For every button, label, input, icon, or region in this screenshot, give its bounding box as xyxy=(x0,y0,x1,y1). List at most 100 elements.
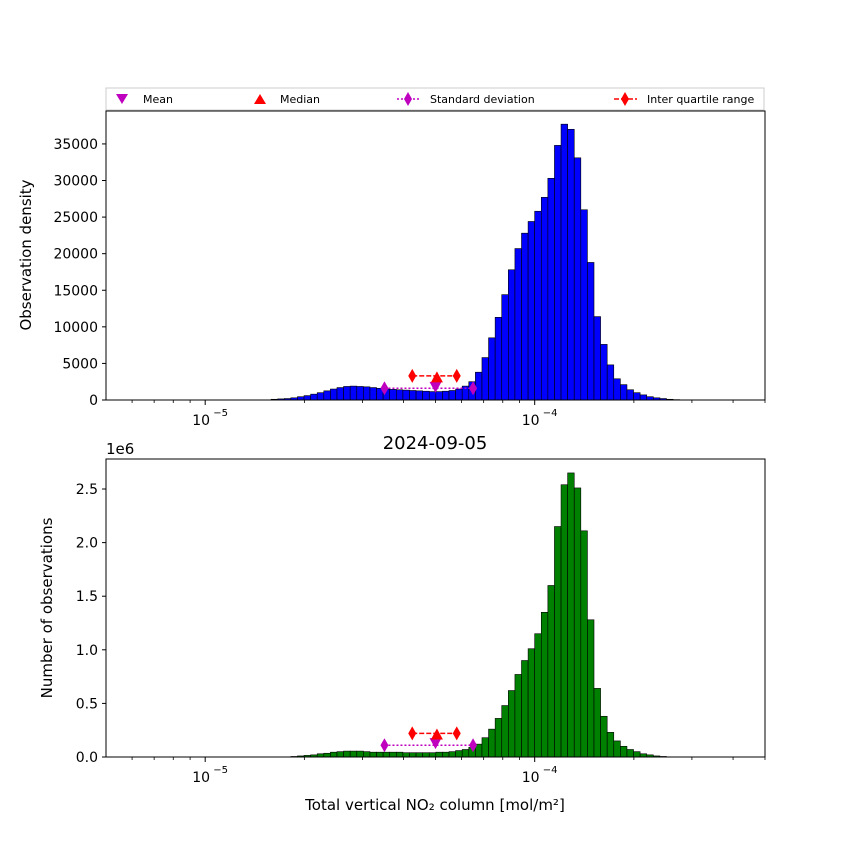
y-tick-label: 10000 xyxy=(53,320,98,336)
histogram-bar xyxy=(521,232,529,401)
legend-median-label: Median xyxy=(280,93,320,106)
histogram-bar xyxy=(422,390,430,401)
histogram-bar xyxy=(613,740,621,758)
median-marker xyxy=(430,371,443,383)
histogram-bar xyxy=(593,316,601,401)
y-tick-label: 1.5 xyxy=(76,589,98,605)
histogram-bar xyxy=(600,344,608,401)
y-offset-label: 1e6 xyxy=(106,440,134,458)
histogram-bar xyxy=(567,472,575,758)
histogram-bar xyxy=(521,660,529,758)
histogram-bar xyxy=(402,752,410,758)
histogram-bar xyxy=(573,487,582,758)
histogram-bar xyxy=(428,752,437,758)
iqr-low-marker xyxy=(408,726,417,741)
mean-marker xyxy=(429,738,442,750)
legend-mean-marker xyxy=(116,94,128,104)
histogram-bar xyxy=(488,337,496,401)
histogram-bar xyxy=(395,751,404,758)
histogram-bar xyxy=(389,389,397,401)
histogram-bar xyxy=(356,386,364,401)
histogram-bar xyxy=(435,751,443,758)
histogram-bar xyxy=(606,732,615,758)
histogram-bar xyxy=(323,390,331,401)
histogram-bar xyxy=(593,688,601,758)
histogram-bar xyxy=(560,484,568,758)
median-marker xyxy=(430,728,443,740)
x-tick-label: 10 xyxy=(192,413,210,429)
histogram-bar xyxy=(547,585,555,758)
histogram-bar xyxy=(409,752,417,758)
legend-iqr-label: Inter quartile range xyxy=(647,93,754,106)
bars-top xyxy=(270,123,680,401)
legend-entry-mean: Mean xyxy=(116,93,173,106)
histogram-bar xyxy=(626,389,634,401)
histogram-bar xyxy=(633,751,641,758)
iqr-low-marker xyxy=(408,368,417,383)
histogram-bar xyxy=(501,294,509,401)
histogram-bar xyxy=(310,393,318,401)
y-tick-label: 20000 xyxy=(53,247,98,263)
legend-entry-median: Median xyxy=(254,93,320,106)
histogram-bar xyxy=(481,737,489,758)
std-high-marker xyxy=(469,738,478,753)
histogram-bar xyxy=(626,749,634,758)
legend-std-label: Standard deviation xyxy=(430,93,535,106)
histogram-bar xyxy=(336,751,344,758)
histogram-bar xyxy=(527,648,535,758)
histogram-panel-bottom: 2024-09-05 1e6 0.00.51.01.52.02.510 −5 10−… xyxy=(38,433,766,814)
histogram-bar xyxy=(336,387,344,401)
histogram-bar xyxy=(316,392,325,401)
histogram-bar xyxy=(606,364,615,401)
x-tick-label: 10 xyxy=(522,770,540,786)
histogram-bar xyxy=(402,389,410,401)
histogram-bar xyxy=(573,157,582,401)
histogram-bar xyxy=(442,390,450,401)
histogram-bar xyxy=(349,385,358,401)
std-low-marker xyxy=(380,738,389,753)
legend: Mean Median Standard deviation Inter qua… xyxy=(105,87,765,111)
histogram-bar xyxy=(442,751,450,758)
histogram-bar xyxy=(501,705,509,758)
legend-entry-std: Standard deviation xyxy=(397,92,535,106)
legend-iqr-marker xyxy=(621,92,629,106)
histogram-bar xyxy=(303,395,311,401)
histogram-bar xyxy=(435,391,443,401)
histogram-bar xyxy=(587,619,595,758)
histogram-bar xyxy=(534,210,542,401)
histogram-bar xyxy=(455,388,463,401)
histogram-bar xyxy=(330,388,338,401)
histogram-bar xyxy=(488,728,496,758)
histogram-bar xyxy=(508,269,516,401)
histogram-bar xyxy=(349,750,358,758)
std-low-marker xyxy=(380,381,389,396)
histogram-bar xyxy=(620,384,628,401)
x-tick-exponent: −4 xyxy=(543,765,558,776)
histogram-bar xyxy=(540,197,549,401)
axes-bottom: 0.00.51.01.52.02.510 −5 10 −4 xyxy=(76,458,766,786)
y-tick-label: 1.0 xyxy=(76,643,98,659)
histogram-bar xyxy=(494,718,503,758)
legend-frame xyxy=(105,87,765,111)
histogram-bar xyxy=(369,751,377,758)
x-tick-label: 10 xyxy=(192,770,210,786)
y-tick-label: 25000 xyxy=(53,210,98,226)
histogram-bar xyxy=(560,123,568,401)
histogram-bar xyxy=(633,392,641,401)
legend-median-marker xyxy=(254,94,266,104)
histogram-bar xyxy=(540,611,549,758)
y-tick-label: 15000 xyxy=(53,283,98,299)
histogram-bar xyxy=(547,178,555,401)
histogram-bar xyxy=(455,750,463,758)
histogram-bar xyxy=(409,390,417,401)
histogram-bar xyxy=(415,390,423,401)
histogram-bar xyxy=(330,751,338,758)
histogram-bar xyxy=(613,378,621,401)
histogram-bar xyxy=(448,751,456,758)
y-tick-label: 2.0 xyxy=(76,536,98,552)
x-tick-label: 10 xyxy=(522,413,540,429)
